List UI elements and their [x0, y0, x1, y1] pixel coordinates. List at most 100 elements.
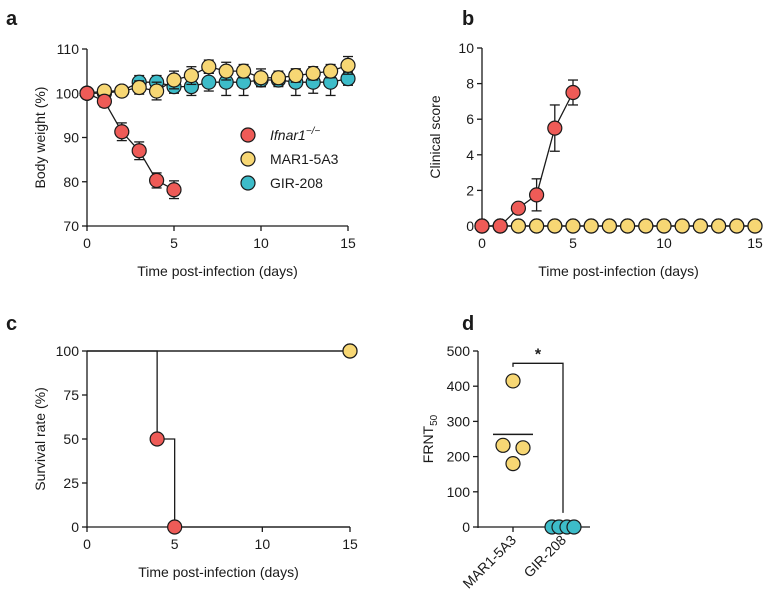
series-line	[87, 78, 349, 94]
y-tick-label: 8	[466, 76, 474, 92]
x-tick-label: 15	[747, 235, 763, 251]
data-point	[528, 218, 545, 234]
data-point	[729, 218, 745, 234]
data-point	[505, 456, 521, 472]
y-tick-label: 100	[56, 85, 80, 101]
data-point	[183, 67, 199, 84]
data-point	[96, 93, 113, 109]
x-tick-label: 5	[170, 235, 178, 251]
data-point	[565, 218, 581, 234]
y-tick-label: 2	[466, 182, 474, 198]
y-tick-label: 90	[63, 130, 79, 146]
y-tick-label: 100	[447, 484, 471, 500]
x-tick-label: 10	[656, 235, 672, 251]
x-tick-label: 0	[478, 235, 486, 251]
y-axis-label: Survival rate (%)	[32, 387, 48, 490]
panel-label-d: d	[462, 313, 474, 335]
data-point	[79, 85, 95, 101]
legend-label-superscript: −/−	[306, 126, 321, 137]
data-point	[323, 63, 339, 79]
legend-marker	[240, 127, 256, 143]
data-point	[149, 431, 165, 447]
y-tick-label: 80	[63, 174, 79, 190]
data-point	[619, 218, 636, 234]
x-axis-label: Time post-infection (days)	[138, 564, 299, 580]
data-point	[201, 74, 217, 90]
data-point	[474, 218, 490, 234]
data-point	[674, 218, 690, 234]
legend-marker	[240, 151, 256, 167]
data-point	[340, 57, 356, 73]
y-axis-label: Body weight (%)	[32, 87, 48, 189]
data-point	[601, 218, 618, 234]
x-tick-label: 5	[569, 235, 577, 251]
x-tick-label: 10	[255, 536, 271, 552]
data-point	[692, 218, 709, 234]
x-tick-label: 0	[83, 536, 91, 552]
data-point	[547, 120, 563, 136]
y-tick-label: 10	[458, 40, 474, 56]
panel-label-b: b	[462, 8, 474, 30]
data-point	[288, 67, 304, 84]
x-tick-label: GIR-208	[520, 532, 569, 581]
series-line	[86, 64, 349, 94]
data-point	[131, 79, 147, 96]
data-point	[505, 373, 521, 389]
data-point	[583, 218, 599, 234]
y-tick-label: 0	[466, 218, 474, 234]
y-tick-label: 6	[466, 111, 474, 127]
y-axis-label: Clinical score	[427, 95, 443, 178]
data-point	[149, 172, 165, 189]
data-point	[270, 70, 286, 86]
x-axis-label: Time post-infection (days)	[137, 263, 298, 279]
data-point	[492, 218, 508, 234]
y-axis-label: FRNT50	[420, 414, 440, 463]
data-point	[253, 70, 269, 86]
x-tick-label: 15	[340, 235, 356, 251]
data-point	[710, 218, 727, 234]
y-tick-label: 70	[63, 218, 79, 234]
y-tick-label: 50	[63, 431, 79, 447]
data-point	[149, 83, 165, 99]
legend-label-text: Ifnar1	[270, 127, 306, 143]
y-axis-label-subscript: 50	[429, 414, 440, 426]
y-tick-label: 0	[462, 519, 470, 535]
data-point	[656, 218, 672, 234]
data-point	[167, 519, 183, 535]
data-point	[166, 72, 182, 88]
y-tick-label: 200	[447, 449, 471, 465]
panel-label-c: c	[6, 313, 17, 335]
significance-star: *	[535, 346, 542, 363]
panel-label-a: a	[6, 8, 18, 30]
data-point	[166, 182, 182, 198]
y-tick-label: 100	[56, 343, 80, 359]
data-point	[114, 124, 130, 140]
data-point	[565, 84, 581, 101]
y-tick-label: 300	[447, 413, 471, 429]
y-tick-label: 400	[447, 378, 471, 394]
data-point	[528, 187, 545, 203]
data-point	[747, 218, 763, 234]
legend-marker	[240, 175, 256, 191]
data-point	[305, 65, 321, 81]
x-tick-label: 15	[342, 536, 358, 552]
data-point	[547, 218, 563, 234]
y-tick-label: 25	[63, 475, 79, 491]
data-point	[131, 143, 147, 159]
data-point	[201, 59, 217, 75]
x-tick-label: MAR1-5A3	[459, 532, 519, 592]
y-tick-label: 4	[466, 147, 474, 163]
data-point	[566, 519, 582, 535]
data-point	[510, 218, 527, 234]
x-tick-label: 10	[253, 235, 269, 251]
x-tick-label: 5	[171, 536, 179, 552]
significance-bracket	[512, 362, 564, 513]
y-tick-label: 75	[63, 387, 79, 403]
data-point	[510, 200, 527, 216]
y-tick-label: 110	[57, 41, 80, 57]
survival-curve	[87, 350, 350, 528]
data-point	[236, 63, 252, 79]
legend-label: MAR1-5A3	[270, 151, 339, 167]
y-tick-label: 500	[447, 343, 471, 359]
